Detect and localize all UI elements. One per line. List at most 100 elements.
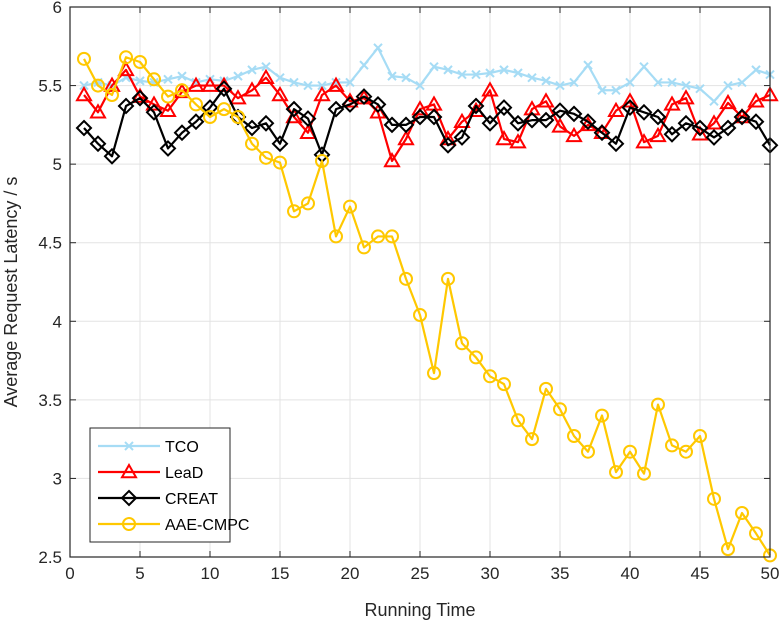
data-point-creat xyxy=(383,116,401,134)
data-point-tco xyxy=(429,62,439,72)
data-point-lead xyxy=(677,89,695,105)
data-point-tco xyxy=(359,60,369,70)
data-point-lead xyxy=(481,81,499,97)
data-point-creat xyxy=(691,119,709,137)
y-tick-label: 3.5 xyxy=(38,391,62,410)
data-point-tco xyxy=(303,80,313,91)
x-tick-label: 30 xyxy=(481,564,500,583)
y-axis-label: Average Request Latency / s xyxy=(1,177,21,408)
series-lead xyxy=(75,60,779,168)
data-point-creat xyxy=(467,97,485,115)
data-point-aae-cmpc xyxy=(133,55,147,69)
legend-marker xyxy=(120,489,138,507)
data-point-aae-cmpc xyxy=(385,229,399,244)
data-point-aae-cmpc xyxy=(553,402,567,417)
data-point-lead xyxy=(313,85,331,102)
data-point-aae-cmpc xyxy=(77,51,91,66)
data-point-aae-cmpc xyxy=(735,506,749,520)
data-point-aae-cmpc xyxy=(203,110,217,124)
x-tick-label: 0 xyxy=(65,564,74,583)
y-tick-label: 6 xyxy=(53,0,62,17)
data-point-aae-cmpc xyxy=(161,89,175,104)
series-creat xyxy=(75,80,779,165)
data-point-aae-cmpc xyxy=(539,381,553,396)
data-point-aae-cmpc xyxy=(483,369,497,384)
data-point-tco xyxy=(667,77,677,88)
data-point-creat xyxy=(425,108,443,126)
data-point-lead xyxy=(537,92,555,108)
data-point-lead xyxy=(551,117,569,133)
data-point-tco xyxy=(709,96,719,106)
data-point-creat xyxy=(89,135,107,153)
data-point-creat xyxy=(495,99,513,116)
data-point-tco xyxy=(247,65,257,75)
data-point-tco xyxy=(163,74,173,84)
data-point-creat xyxy=(299,110,317,127)
data-point-creat xyxy=(285,100,303,118)
data-point-tco xyxy=(485,68,495,78)
data-point-tco xyxy=(79,80,89,91)
data-point-creat xyxy=(537,111,555,129)
data-point-tco xyxy=(499,65,509,75)
data-point-aae-cmpc xyxy=(665,438,679,453)
data-point-creat xyxy=(747,113,765,131)
data-point-creat xyxy=(593,124,611,142)
data-point-creat xyxy=(481,114,499,132)
data-point-creat xyxy=(719,119,737,137)
data-point-aae-cmpc xyxy=(749,526,763,541)
x-tick-label: 50 xyxy=(761,564,780,583)
data-point-lead xyxy=(635,133,653,149)
x-tick-labels: 0 5 10 15 20 25 30 35 40 45 50 xyxy=(65,564,779,583)
data-point-tco xyxy=(639,62,649,72)
data-point-aae-cmpc xyxy=(189,97,203,112)
legend-label: CREAT xyxy=(165,491,218,508)
data-point-aae-cmpc xyxy=(119,50,133,65)
data-point-aae-cmpc xyxy=(217,102,231,117)
data-point-aae-cmpc xyxy=(147,72,161,87)
data-point-tco xyxy=(233,71,243,81)
legend-label: TCO xyxy=(165,439,199,456)
x-axis-label: Running Time xyxy=(364,600,475,620)
x-tick-label: 35 xyxy=(551,564,570,583)
data-point-creat xyxy=(369,96,387,113)
data-point-creat xyxy=(327,100,345,118)
legend-marker xyxy=(124,441,134,451)
data-point-aae-cmpc xyxy=(623,444,637,459)
series-line-lead xyxy=(83,68,771,163)
series-aae-cmpc xyxy=(77,50,777,563)
data-point-aae-cmpc xyxy=(105,88,119,102)
data-point-creat xyxy=(215,80,233,98)
data-point-tco xyxy=(401,73,411,83)
data-point-creat xyxy=(565,105,583,123)
data-point-creat xyxy=(131,89,149,107)
data-point-aae-cmpc xyxy=(315,154,329,168)
data-point-lead xyxy=(719,93,737,110)
data-point-aae-cmpc xyxy=(567,429,581,443)
data-point-aae-cmpc xyxy=(343,199,357,214)
data-point-lead xyxy=(243,81,261,97)
data-point-creat xyxy=(145,103,163,121)
data-point-aae-cmpc xyxy=(441,271,455,286)
legend-label: AAE-CMPC xyxy=(165,517,249,534)
data-point-lead xyxy=(327,76,345,92)
data-point-tco xyxy=(681,80,691,91)
data-point-lead xyxy=(383,151,401,168)
series-line-aae-cmpc xyxy=(83,56,771,557)
data-point-creat xyxy=(397,116,415,134)
data-point-tco xyxy=(625,77,635,88)
data-point-tco xyxy=(611,85,621,95)
data-point-aae-cmpc xyxy=(679,444,693,459)
data-point-tco xyxy=(569,77,579,88)
data-point-aae-cmpc xyxy=(511,413,525,428)
data-point-tco xyxy=(527,73,537,83)
y-tick-label: 2.5 xyxy=(38,548,62,567)
data-point-aae-cmpc xyxy=(175,83,189,98)
data-point-tco xyxy=(135,76,145,86)
data-point-tco xyxy=(513,68,523,78)
data-point-aae-cmpc xyxy=(287,204,301,219)
legend-entry-lead: LeaD xyxy=(98,462,203,482)
data-point-tco xyxy=(289,77,299,88)
data-point-lead xyxy=(565,126,583,143)
data-point-creat xyxy=(159,140,177,157)
data-point-lead xyxy=(607,101,625,117)
